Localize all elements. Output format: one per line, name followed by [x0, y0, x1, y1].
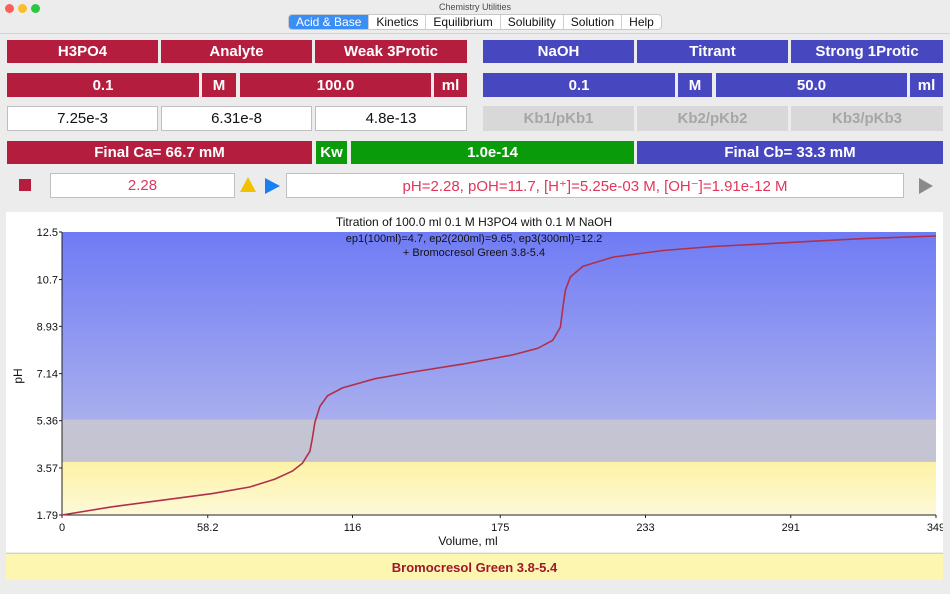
analyte-name-button[interactable]: H3PO4	[7, 40, 158, 63]
tab-bar: Acid & Base Kinetics Equilibrium Solubil…	[288, 14, 662, 30]
tab-equilibrium[interactable]: Equilibrium	[426, 15, 501, 29]
warning-triangle-icon[interactable]	[240, 177, 256, 192]
analyte-volume-field[interactable]: 100.0	[240, 73, 431, 97]
play-icon[interactable]	[265, 178, 280, 194]
x-tick-label: 58.2	[197, 522, 218, 534]
y-tick-label: 3.57	[37, 463, 58, 475]
title-bar: Chemistry Utilities Acid & Base Kinetics…	[0, 0, 950, 34]
y-tick-label: 12.5	[37, 227, 58, 239]
tab-kinetics[interactable]: Kinetics	[369, 15, 427, 29]
x-tick-label: 0	[59, 522, 65, 534]
tab-solubility[interactable]: Solubility	[501, 15, 564, 29]
titrant-name-button[interactable]: NaOH	[483, 40, 634, 63]
zoom-window-icon[interactable]	[31, 4, 40, 13]
tab-help[interactable]: Help	[629, 15, 654, 29]
analyte-type-button[interactable]: Weak 3Protic	[315, 40, 467, 63]
y-tick-label: 7.14	[37, 369, 58, 381]
indicator-label-bar: Bromocresol Green 3.8-5.4	[6, 553, 943, 580]
titration-chart-panel: 0 58.2 116 175 233 291 349 1.79 3.57 5.36 7.14 8.93…	[6, 212, 946, 552]
titrant-concentration-field[interactable]: 0.1	[483, 73, 675, 97]
titrant-volume-unit-button[interactable]: ml	[910, 73, 943, 97]
titrant-conc-unit-button[interactable]: M	[678, 73, 712, 97]
chart-subtitle: ep1(100ml)=4.7, ep2(200ml)=9.65, ep3(300…	[346, 233, 603, 245]
titrant-kb1-field: Kb1/pKb1	[483, 106, 634, 131]
titrant-kb3-field: Kb3/pKb3	[791, 106, 943, 131]
tab-acid-base[interactable]: Acid & Base	[289, 15, 370, 29]
analyte-volume-unit-button[interactable]: ml	[434, 73, 467, 97]
titrant-volume-field[interactable]: 50.0	[716, 73, 907, 97]
indicator-band	[62, 419, 936, 462]
kw-value-field[interactable]: 1.0e-14	[351, 141, 634, 164]
analyte-k3-field[interactable]: 4.8e-13	[315, 106, 467, 131]
stop-square-icon[interactable]	[19, 179, 31, 191]
x-tick-label: 233	[636, 522, 654, 534]
window-title: Chemistry Utilities	[438, 2, 511, 12]
ph-value-field[interactable]: 2.28	[50, 173, 235, 198]
y-axis-label: pH	[11, 368, 25, 383]
y-tick-label: 1.79	[37, 510, 58, 522]
titrant-type-button[interactable]: Strong 1Protic	[791, 40, 943, 63]
minimize-window-icon[interactable]	[18, 4, 27, 13]
axes: 0 58.2 116 175 233 291 349 1.79 3.57 5.36 7.14 8.93…	[37, 227, 946, 534]
analyte-k2-field[interactable]: 6.31e-8	[161, 106, 312, 131]
titration-curve	[61, 235, 937, 516]
final-cb-label: Final Cb= 33.3 mM	[637, 141, 943, 164]
tab-solution[interactable]: Solution	[564, 15, 623, 29]
y-tick-label: 10.7	[37, 275, 58, 287]
x-tick-label: 175	[491, 522, 509, 534]
chart-annotation: + Bromocresol Green 3.8-5.4	[403, 247, 545, 259]
y-tick-label: 8.93	[37, 321, 58, 333]
ph-summary-field: pH=2.28, pOH=11.7, [H⁺]=5.25e-03 M, [OH⁻…	[286, 173, 904, 198]
kw-label: Kw	[316, 141, 347, 164]
y-tick-label: 5.36	[37, 416, 58, 428]
titrant-role-button[interactable]: Titrant	[637, 40, 788, 63]
analyte-concentration-field[interactable]: 0.1	[7, 73, 199, 97]
x-axis-label: Volume, ml	[438, 534, 497, 548]
chart-title: Titration of 100.0 ml 0.1 M H3PO4 with 0…	[336, 215, 612, 229]
acid-region	[62, 461, 936, 515]
titration-chart: 0 58.2 116 175 233 291 349 1.79 3.57 5.36 7.14 8.93…	[11, 215, 946, 548]
analyte-conc-unit-button[interactable]: M	[202, 73, 236, 97]
titrant-kb2-field: Kb2/pKb2	[637, 106, 788, 131]
x-tick-label: 349	[927, 522, 943, 534]
close-window-icon[interactable]	[5, 4, 14, 13]
play-gray-icon	[919, 178, 933, 194]
x-tick-label: 291	[782, 522, 800, 534]
x-tick-label: 116	[344, 522, 362, 534]
analyte-k1-field[interactable]: 7.25e-3	[7, 106, 158, 131]
analyte-role-button[interactable]: Analyte	[161, 40, 312, 63]
final-ca-label: Final Ca= 66.7 mM	[7, 141, 312, 164]
